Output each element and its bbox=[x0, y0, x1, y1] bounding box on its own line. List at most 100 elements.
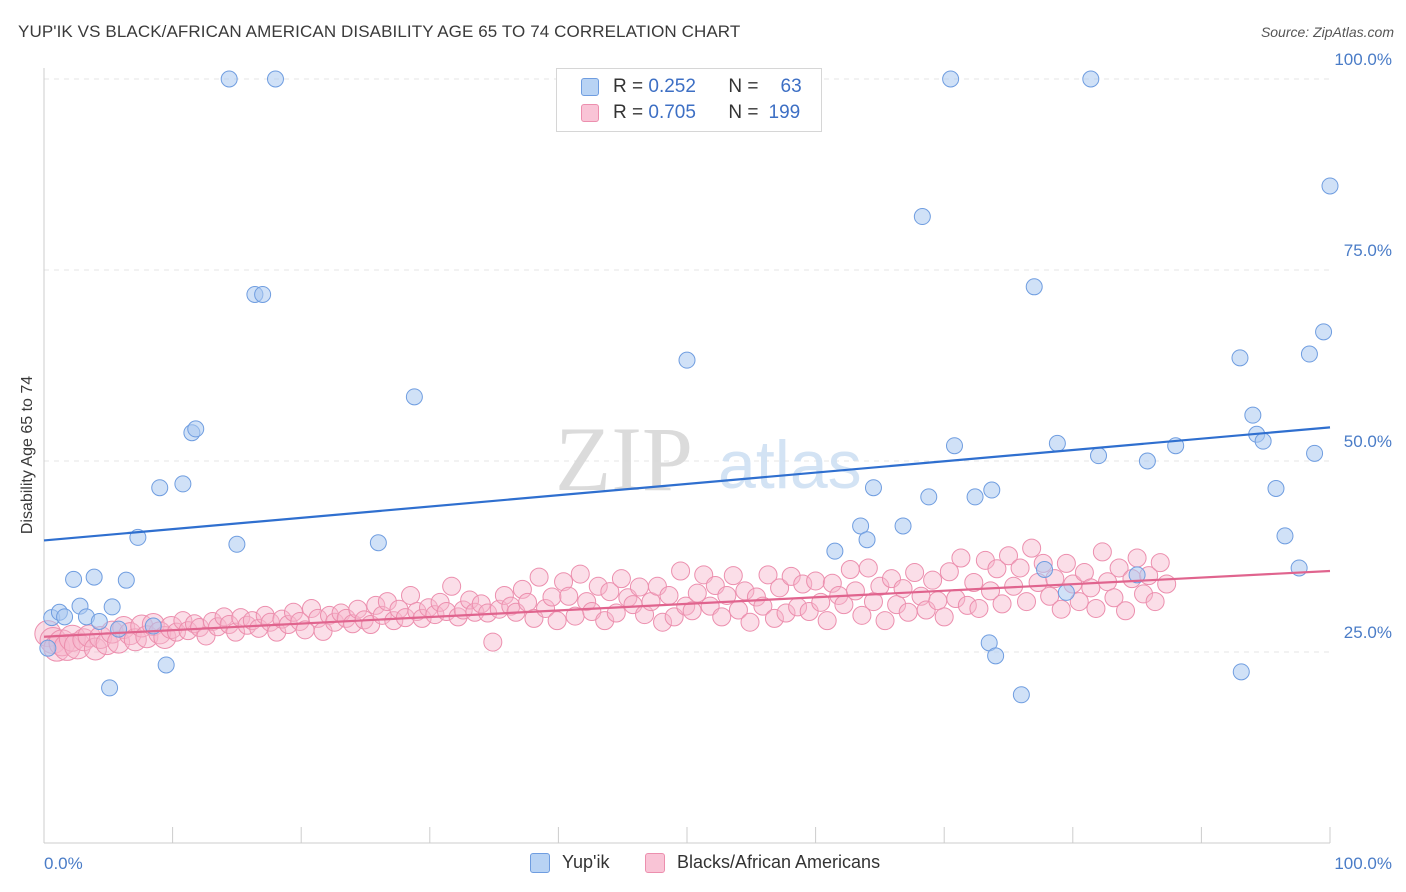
y-tick-label: 25.0% bbox=[1344, 623, 1392, 642]
point-yupik-8 bbox=[90, 612, 108, 630]
point-black-117 bbox=[717, 585, 737, 605]
legend-item-black: Blacks/African Americans bbox=[645, 852, 880, 873]
point-yupik-47 bbox=[1090, 447, 1108, 465]
point-black-90 bbox=[559, 586, 579, 606]
legend-n-value-black: 199 bbox=[768, 102, 801, 123]
point-black-118 bbox=[723, 566, 743, 586]
legend-label-yupik: Yup'ik bbox=[562, 852, 610, 872]
point-black-124 bbox=[758, 565, 778, 585]
point-yupik-21 bbox=[228, 535, 246, 553]
point-yupik-20 bbox=[220, 70, 238, 88]
point-black-105 bbox=[647, 576, 667, 596]
point-black-59 bbox=[377, 592, 397, 612]
trend-lines bbox=[43, 426, 1331, 638]
point-black-157 bbox=[951, 548, 971, 568]
point-yupik-10 bbox=[103, 598, 121, 616]
point-yupik-23 bbox=[254, 285, 272, 303]
point-yupik-37 bbox=[966, 488, 984, 506]
point-yupik-40 bbox=[987, 647, 1005, 665]
watermark-atlas: atlas bbox=[718, 427, 862, 503]
point-black-139 bbox=[845, 581, 865, 601]
point-black-29 bbox=[202, 611, 222, 631]
point-yupik-44 bbox=[1048, 434, 1066, 452]
point-yupik-53 bbox=[1244, 406, 1262, 424]
point-yupik-17 bbox=[174, 475, 192, 493]
point-black-116 bbox=[712, 607, 732, 627]
legend-n-label: N = bbox=[728, 76, 759, 97]
point-black-99 bbox=[611, 569, 631, 589]
point-black-169 bbox=[1022, 538, 1042, 558]
point-yupik-3 bbox=[56, 608, 74, 626]
legend-swatch-yupik bbox=[530, 852, 550, 873]
point-black-94 bbox=[582, 602, 602, 622]
point-black-112 bbox=[687, 583, 707, 603]
point-black-147 bbox=[893, 579, 913, 599]
legend-row-black: R = 0.705 N = 199 bbox=[581, 100, 800, 126]
legend-row-yupik: R = 0.252 N = 63 bbox=[581, 74, 802, 100]
trend-line-black bbox=[43, 569, 1331, 638]
point-black-97 bbox=[600, 582, 620, 602]
point-black-87 bbox=[542, 587, 562, 607]
point-black-148 bbox=[898, 602, 918, 622]
point-black-146 bbox=[887, 595, 907, 615]
point-black-77 bbox=[483, 632, 503, 652]
point-yupik-31 bbox=[864, 479, 882, 497]
source-label: Source: ZipAtlas.com bbox=[1260, 24, 1394, 40]
point-yupik-28 bbox=[826, 542, 844, 560]
point-yupik-4 bbox=[65, 570, 83, 588]
point-black-188 bbox=[1134, 584, 1154, 604]
point-black-70 bbox=[442, 576, 462, 596]
point-black-181 bbox=[1092, 542, 1112, 562]
point-black-43 bbox=[283, 602, 303, 622]
point-yupik-55 bbox=[1254, 432, 1272, 450]
point-black-60 bbox=[384, 611, 404, 631]
point-black-158 bbox=[957, 595, 977, 615]
point-black-111 bbox=[682, 601, 702, 621]
y-tick-label: 50.0% bbox=[1344, 432, 1392, 451]
point-black-28 bbox=[196, 626, 216, 646]
point-yupik-19 bbox=[187, 420, 205, 438]
chart-title: YUP'IK VS BLACK/AFRICAN AMERICAN DISABIL… bbox=[18, 22, 741, 41]
legend-r-label: R = bbox=[613, 76, 644, 97]
point-black-102 bbox=[629, 577, 649, 597]
point-yupik-60 bbox=[1306, 444, 1324, 462]
point-black-167 bbox=[1010, 558, 1030, 578]
point-black-141 bbox=[858, 558, 878, 578]
point-yupik-49 bbox=[1138, 452, 1156, 470]
point-yupik-27 bbox=[678, 351, 696, 369]
point-black-89 bbox=[554, 572, 574, 592]
point-black-57 bbox=[366, 595, 386, 615]
point-yupik-43 bbox=[1036, 560, 1054, 578]
point-yupik-25 bbox=[369, 534, 387, 552]
point-black-16 bbox=[123, 628, 147, 652]
point-black-175 bbox=[1056, 553, 1076, 573]
point-black-155 bbox=[939, 562, 959, 582]
point-black-159 bbox=[964, 572, 984, 592]
legend-n-value-yupik: 63 bbox=[780, 76, 802, 97]
point-black-83 bbox=[518, 592, 538, 612]
point-black-121 bbox=[740, 612, 760, 632]
point-black-185 bbox=[1116, 601, 1136, 621]
point-yupik-9 bbox=[101, 679, 119, 697]
point-black-160 bbox=[969, 598, 989, 618]
legend-swatch-black bbox=[581, 104, 599, 122]
point-yupik-34 bbox=[920, 488, 938, 506]
gridlines bbox=[44, 78, 1330, 653]
point-black-46 bbox=[301, 598, 321, 618]
point-black-6 bbox=[63, 632, 91, 660]
legend-item-yupik: Yup'ik bbox=[530, 852, 609, 873]
point-black-107 bbox=[659, 585, 679, 605]
legend-label-black: Blacks/African Americans bbox=[677, 852, 881, 872]
point-black-154 bbox=[934, 607, 954, 627]
point-yupik-59 bbox=[1300, 345, 1318, 363]
point-yupik-0 bbox=[39, 639, 57, 657]
point-yupik-41 bbox=[1012, 686, 1030, 704]
point-yupik-51 bbox=[1231, 349, 1249, 367]
point-black-54 bbox=[348, 599, 368, 619]
point-black-164 bbox=[992, 594, 1012, 614]
point-black-88 bbox=[547, 611, 567, 631]
point-yupik-46 bbox=[1082, 70, 1100, 88]
point-black-168 bbox=[1017, 592, 1037, 612]
point-black-128 bbox=[781, 566, 801, 586]
